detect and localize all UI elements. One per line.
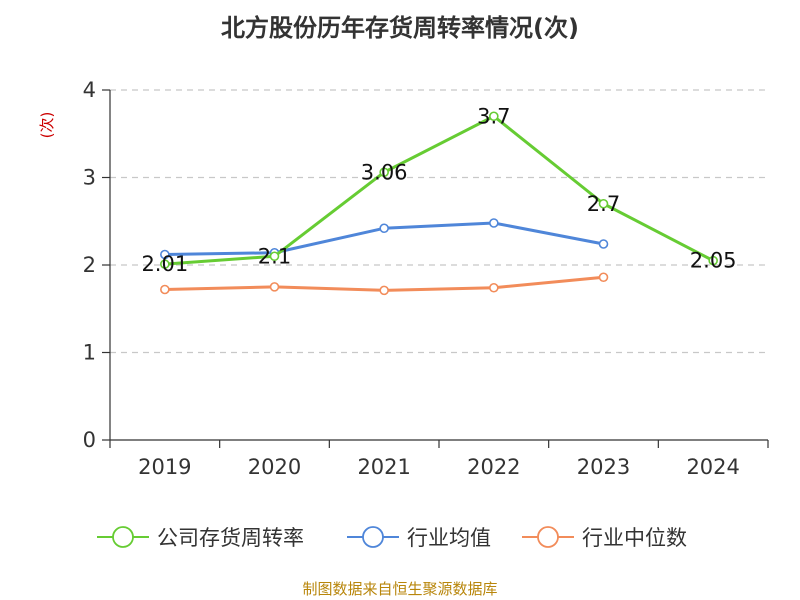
x-tick-label: 2021	[357, 455, 410, 479]
data-point	[598, 272, 609, 283]
legend-label: 公司存货周转率	[157, 526, 304, 550]
data-label: 3.06	[361, 160, 408, 184]
data-label: 2.01	[141, 252, 188, 276]
legend-marker	[112, 526, 134, 548]
y-tick-label: 1	[83, 341, 96, 365]
y-tick-label: 4	[83, 78, 96, 102]
y-tick-label: 0	[83, 428, 96, 452]
data-point	[489, 218, 499, 228]
data-point	[489, 282, 499, 293]
y-axis-label: (次)	[38, 112, 56, 139]
data-point	[379, 285, 389, 296]
data-point	[269, 282, 280, 292]
legend-marker	[362, 526, 384, 548]
source-note: 制图数据来自恒生聚源数据库	[302, 580, 498, 598]
x-tick-label: 2020	[248, 455, 301, 479]
data-point	[160, 259, 170, 269]
data-point	[269, 251, 280, 262]
y-tick-label: 2	[83, 253, 96, 277]
data-point	[598, 198, 609, 209]
data-point	[708, 255, 718, 266]
data-label: 2.05	[690, 249, 737, 273]
data-point	[379, 167, 389, 178]
data-point	[489, 111, 499, 122]
data-point	[160, 284, 170, 295]
y-tick-label: 3	[83, 166, 96, 190]
data-point	[379, 223, 389, 234]
data-point	[598, 239, 609, 249]
data-label: 2.1	[258, 244, 291, 268]
series-line	[164, 114, 714, 266]
x-tick-label: 2019	[138, 455, 191, 479]
x-tick-label: 2022	[467, 455, 520, 479]
legend-marker	[537, 526, 559, 548]
data-label: 2.7	[587, 192, 620, 216]
x-tick-label: 2023	[577, 455, 630, 479]
legend-label: 行业中位数	[582, 526, 687, 550]
legend-label: 行业均值	[407, 526, 491, 550]
x-tick-label: 2024	[686, 455, 739, 479]
data-point	[160, 249, 170, 260]
data-label: 3.7	[477, 104, 510, 128]
chart-title: 北方股份历年存货周转率情况(次)	[221, 14, 579, 42]
